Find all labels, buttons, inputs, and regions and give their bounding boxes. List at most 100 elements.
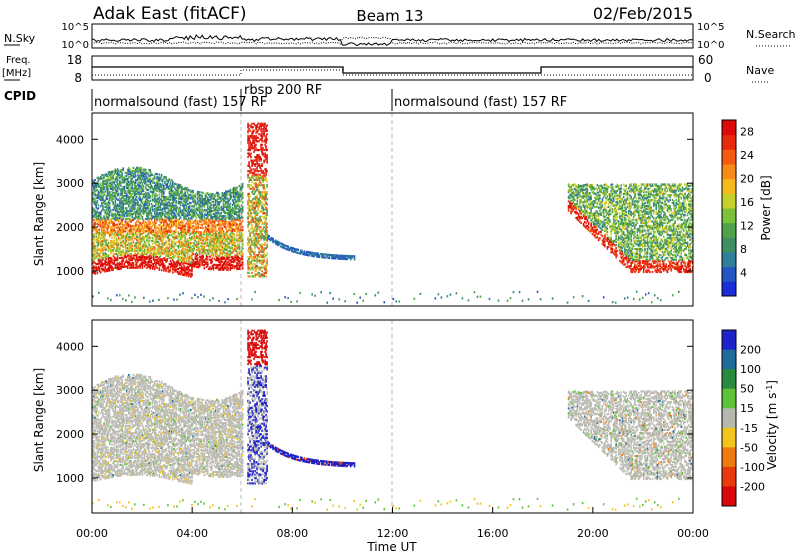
power-cell	[159, 224, 162, 227]
power-cell	[146, 204, 148, 207]
power-cell	[143, 209, 146, 213]
power-cell	[204, 199, 207, 202]
power-cell	[211, 215, 214, 219]
power-cell	[120, 203, 122, 206]
power-cell	[208, 201, 210, 204]
power-cell	[169, 181, 172, 185]
power-cell	[133, 225, 136, 228]
power-cell	[170, 186, 173, 189]
power-cell	[229, 188, 232, 191]
power-cell	[110, 230, 112, 233]
power-cell	[158, 190, 161, 193]
power-cell	[186, 231, 189, 235]
power-cell	[147, 250, 149, 253]
power-cell	[92, 240, 94, 244]
power-cell	[184, 188, 187, 191]
power-cell	[106, 174, 109, 177]
power-cell	[162, 186, 165, 189]
power-cell	[175, 266, 177, 269]
power-cell	[157, 213, 159, 216]
power-cell	[144, 234, 147, 237]
power-cell	[201, 214, 203, 217]
power-cell	[122, 250, 125, 253]
power-cell	[190, 238, 192, 241]
power-cell	[150, 252, 153, 255]
power-cell	[125, 182, 128, 185]
power-cell	[179, 185, 182, 188]
power-cell	[134, 223, 137, 226]
power-cell	[133, 252, 136, 255]
power-cell	[176, 212, 179, 215]
power-cell	[131, 177, 134, 180]
power-cell	[128, 257, 130, 260]
power-cell	[142, 220, 145, 223]
power-cell	[146, 239, 148, 242]
power-cell	[173, 247, 175, 250]
power-cell	[95, 218, 97, 221]
power-cell	[204, 225, 207, 229]
power-cell	[139, 228, 141, 231]
power-cell	[203, 264, 206, 267]
power-cell	[149, 261, 152, 264]
power-cell	[158, 196, 161, 199]
power-cell	[194, 199, 197, 202]
power-cell	[165, 260, 167, 263]
power-cell	[202, 210, 205, 213]
power-cell	[200, 212, 202, 216]
power-cell	[111, 267, 113, 270]
power-cell	[159, 236, 162, 239]
power-cell	[92, 179, 94, 182]
power-cell	[119, 263, 121, 266]
power-cell	[123, 227, 126, 230]
power-cell	[199, 234, 201, 237]
power-cell	[134, 263, 137, 266]
power-cell	[108, 181, 111, 185]
power-cell	[168, 262, 171, 266]
power-cell	[140, 228, 143, 231]
power-cell	[142, 237, 145, 240]
power-cell	[94, 254, 96, 257]
power-cell	[159, 178, 162, 181]
power-cell	[112, 254, 114, 258]
power-cell	[160, 212, 163, 215]
power-cell	[121, 176, 123, 180]
power-cell	[185, 243, 188, 247]
power-cell	[102, 204, 104, 207]
power-cell	[126, 179, 129, 182]
power-cell	[183, 240, 185, 243]
power-cell	[130, 228, 132, 231]
power-cell	[250, 187, 252, 190]
power-cell	[165, 220, 167, 223]
power-cell	[150, 172, 153, 175]
power-cell	[153, 177, 156, 180]
power-cell	[96, 195, 99, 198]
power-cell	[126, 202, 129, 205]
power-cell	[161, 261, 164, 264]
power-cell	[95, 229, 97, 232]
power-cell	[169, 180, 172, 183]
power-cell	[144, 210, 147, 213]
power-cell	[92, 219, 94, 222]
freq-unit: [MHz]	[2, 68, 31, 79]
power-cell	[146, 251, 148, 254]
power-cell	[169, 247, 172, 251]
power-cell	[99, 186, 102, 190]
power-cell	[212, 200, 215, 203]
power-cell	[128, 205, 130, 208]
power-cell	[92, 211, 94, 214]
power-cell	[164, 182, 166, 185]
power-cell	[203, 198, 206, 201]
power-cell	[203, 237, 206, 241]
power-cell	[158, 219, 161, 222]
power-cell	[119, 177, 121, 180]
power-cell	[211, 228, 214, 231]
power-cell	[95, 230, 97, 234]
power-cell	[105, 239, 108, 242]
power-cell	[160, 233, 163, 236]
power-cell	[112, 170, 114, 173]
power-cell	[141, 171, 144, 174]
power-cell	[92, 271, 94, 274]
power-cell	[108, 197, 111, 200]
power-cell	[130, 177, 132, 180]
